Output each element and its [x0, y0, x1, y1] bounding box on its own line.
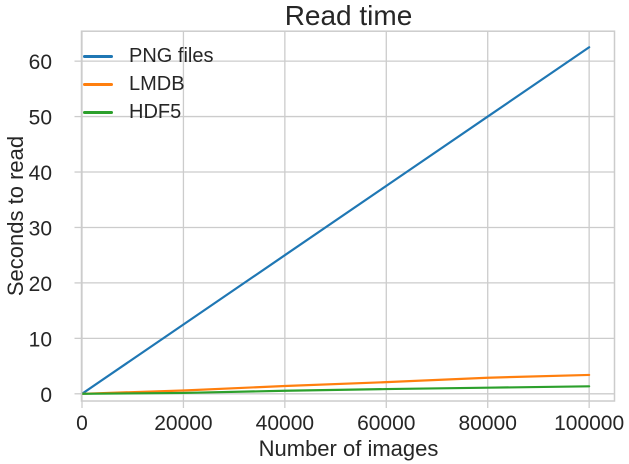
y-tick-label: 20 — [29, 273, 52, 296]
y-tick-label: 0 — [40, 384, 52, 407]
y-tick-label: 50 — [29, 107, 52, 130]
x-tick-label: 20000 — [154, 412, 212, 435]
legend-item-label: HDF5 — [129, 101, 182, 123]
x-axis-label: Number of images — [258, 436, 439, 461]
legend-line-sample — [83, 82, 113, 86]
series-line-hdf5 — [80, 385, 591, 395]
legend-item: PNG files — [83, 44, 213, 68]
legend-item: HDF5 — [83, 100, 213, 124]
x-tick-label: 40000 — [256, 412, 314, 435]
y-tick-label: 30 — [29, 217, 52, 240]
x-tick-label: 80000 — [459, 412, 517, 435]
x-tick-label: 60000 — [357, 412, 415, 435]
legend-line-sample — [83, 110, 113, 114]
y-tick-label: 40 — [29, 162, 52, 185]
series-line-png-files — [80, 46, 591, 395]
legend-item-label: PNG files — [129, 45, 214, 67]
y-tick-label: 60 — [29, 51, 52, 74]
y-tick-label: 10 — [29, 328, 52, 351]
series-line-lmdb — [80, 373, 591, 395]
legend-item-label: LMDB — [129, 73, 185, 95]
axes-border — [80, 30, 616, 402]
legend-item: LMDB — [83, 72, 213, 96]
x-tick-label: 0 — [76, 412, 88, 435]
y-axis-label: Seconds to read — [3, 135, 28, 297]
legend: PNG files LMDB HDF5 — [83, 44, 213, 124]
chart-title: Read time — [284, 0, 413, 31]
legend-line-sample — [83, 54, 113, 58]
x-tick-label: 100000 — [554, 412, 624, 435]
